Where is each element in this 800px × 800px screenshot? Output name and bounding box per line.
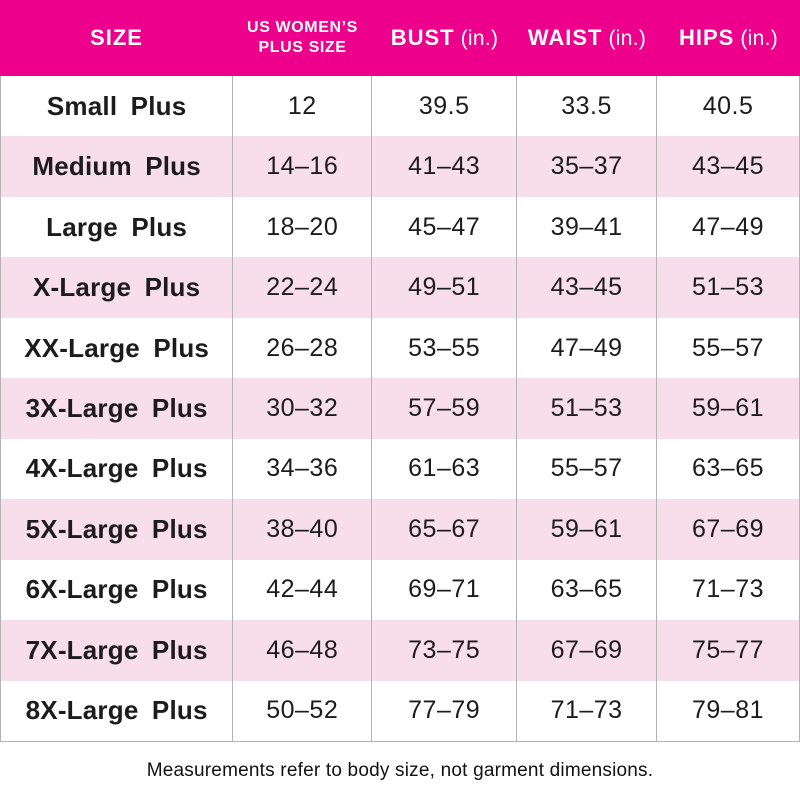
- table-row: 7X-Large Plus 46–48 73–75 67–69 75–77: [1, 620, 799, 681]
- header-bust: BUST (in.): [372, 0, 517, 76]
- table-row: 4X-Large Plus 34–36 61–63 55–57 63–65: [1, 438, 799, 500]
- waist-cell: 59–61: [516, 499, 656, 560]
- header-plus-size-line2: PLUS SIZE: [258, 39, 347, 56]
- footnote: Measurements refer to body size, not gar…: [0, 742, 800, 800]
- hips-cell: 51–53: [656, 257, 799, 318]
- table-row: Large Plus 18–20 45–47 39–41 47–49: [1, 196, 799, 258]
- header-waist: WAIST (in.): [517, 0, 657, 76]
- header-bust-unit: (in.): [460, 27, 499, 50]
- size-name-cell: 5X-Large Plus: [25, 513, 208, 544]
- bust-cell: 61–63: [371, 438, 516, 500]
- bust-cell: 65–67: [371, 499, 516, 560]
- size-name-cell: Large Plus: [46, 211, 188, 242]
- plus-size-cell: 46–48: [232, 620, 371, 681]
- hips-cell: 40.5: [656, 76, 799, 137]
- plus-size-cell: 18–20: [232, 196, 371, 258]
- plus-size-cell: 30–32: [232, 378, 371, 439]
- size-name-cell: 7X-Large Plus: [25, 634, 208, 665]
- hips-cell: 71–73: [656, 559, 799, 621]
- bust-cell: 57–59: [371, 378, 516, 439]
- plus-size-cell: 50–52: [232, 680, 371, 741]
- header-waist-unit: (in.): [608, 27, 647, 50]
- size-name-cell: 4X-Large Plus: [25, 453, 208, 484]
- table-row: X-Large Plus 22–24 49–51 43–45 51–53: [1, 257, 799, 318]
- table-row: 3X-Large Plus 30–32 57–59 51–53 59–61: [1, 378, 799, 439]
- waist-cell: 35–37: [516, 136, 656, 197]
- header-waist-label: WAIST: [527, 25, 603, 50]
- bust-cell: 45–47: [371, 196, 516, 258]
- waist-cell: 55–57: [516, 438, 656, 500]
- bust-cell: 41–43: [371, 136, 516, 197]
- waist-cell: 33.5: [516, 76, 656, 137]
- hips-cell: 79–81: [656, 680, 799, 741]
- bust-cell: 39.5: [371, 76, 516, 137]
- waist-cell: 47–49: [516, 317, 656, 379]
- waist-cell: 67–69: [516, 620, 656, 681]
- plus-size-cell: 12: [232, 76, 371, 137]
- table-body: Small Plus 12 39.5 33.5 40.5 Medium Plus 14–16…: [0, 76, 800, 742]
- plus-size-cell: 26–28: [232, 317, 371, 379]
- bust-cell: 77–79: [371, 680, 516, 741]
- bust-cell: 69–71: [371, 559, 516, 621]
- table-row: Medium Plus 14–16 41–43 35–37 43–45: [1, 136, 799, 197]
- hips-cell: 63–65: [656, 438, 799, 500]
- header-plus-size: US WOMEN’S PLUS SIZE: [233, 0, 372, 76]
- hips-cell: 75–77: [656, 620, 799, 681]
- size-name-cell: Medium Plus: [32, 151, 201, 182]
- plus-size-cell: 38–40: [232, 499, 371, 560]
- table-row: 8X-Large Plus 50–52 77–79 71–73 79–81: [1, 680, 799, 741]
- hips-cell: 47–49: [656, 196, 799, 258]
- hips-cell: 55–57: [656, 317, 799, 379]
- header-bust-label: BUST: [390, 25, 455, 50]
- table-row: Small Plus 12 39.5 33.5 40.5: [1, 76, 799, 137]
- plus-size-cell: 34–36: [232, 438, 371, 500]
- size-name-cell: 6X-Large Plus: [25, 574, 208, 605]
- hips-cell: 59–61: [656, 378, 799, 439]
- bust-cell: 73–75: [371, 620, 516, 681]
- size-name-cell: Small Plus: [46, 90, 187, 121]
- size-name-cell: 3X-Large Plus: [25, 392, 208, 423]
- table-row: XX-Large Plus 26–28 53–55 47–49 55–57: [1, 317, 799, 379]
- header-hips-unit: (in.): [740, 27, 779, 50]
- size-name-cell: X-Large Plus: [32, 272, 201, 303]
- plus-size-cell: 42–44: [232, 559, 371, 621]
- header-hips-label: HIPS: [678, 25, 735, 50]
- waist-cell: 43–45: [516, 257, 656, 318]
- header-plus-size-line1: US WOMEN’S: [247, 19, 358, 36]
- table-row: 6X-Large Plus 42–44 69–71 63–65 71–73: [1, 559, 799, 621]
- size-name-cell: 8X-Large Plus: [25, 695, 208, 726]
- size-name-cell: XX-Large Plus: [24, 332, 210, 363]
- waist-cell: 71–73: [516, 680, 656, 741]
- waist-cell: 51–53: [516, 378, 656, 439]
- plus-size-cell: 14–16: [232, 136, 371, 197]
- bust-cell: 53–55: [371, 317, 516, 379]
- table-row: 5X-Large Plus 38–40 65–67 59–61 67–69: [1, 499, 799, 560]
- waist-cell: 63–65: [516, 559, 656, 621]
- header-size: SIZE: [0, 0, 233, 76]
- header-size-label: SIZE: [90, 25, 143, 50]
- waist-cell: 39–41: [516, 196, 656, 258]
- plus-size-cell: 22–24: [232, 257, 371, 318]
- bust-cell: 49–51: [371, 257, 516, 318]
- header-hips: HIPS (in.): [657, 0, 800, 76]
- hips-cell: 67–69: [656, 499, 799, 560]
- table-header-row: SIZE US WOMEN’S PLUS SIZE BUST (in.) WAI…: [0, 0, 800, 76]
- hips-cell: 43–45: [656, 136, 799, 197]
